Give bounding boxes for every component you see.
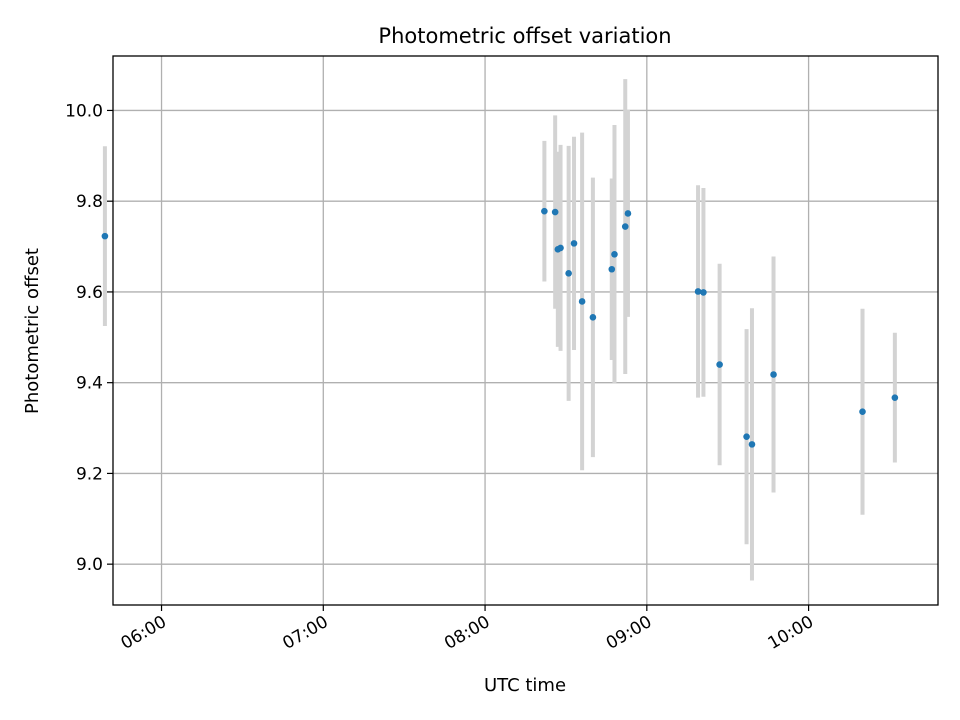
data-point: [743, 433, 750, 440]
y-tick-label: 9.8: [76, 192, 103, 212]
data-point: [624, 210, 632, 217]
data-point: [770, 371, 777, 378]
data-point: [551, 208, 559, 216]
data-point: [557, 244, 564, 252]
y-axis-label: Photometric offset: [22, 248, 43, 414]
data-point: [891, 394, 899, 401]
data-point: [700, 289, 707, 296]
data-point: [611, 250, 618, 258]
y-tick-label: 9.6: [76, 283, 103, 303]
data-point: [748, 441, 756, 448]
data-point: [608, 265, 616, 273]
data-point: [589, 314, 597, 321]
data-point: [570, 240, 578, 247]
chart-title: Photometric offset variation: [378, 24, 671, 48]
data-point: [578, 298, 586, 305]
data-point: [565, 270, 572, 277]
data-point: [694, 288, 702, 295]
plot-area-frame: [112, 55, 939, 606]
y-tick-label: 10.0: [65, 101, 103, 121]
y-axis-ticks: 9.0 9.2 9.4 9.6 9.8 10.0: [65, 101, 113, 575]
grid: [113, 56, 938, 605]
data-point: [541, 207, 548, 215]
y-tick-label: 9.4: [76, 374, 103, 394]
data-point: [716, 361, 723, 368]
data-point: [859, 408, 866, 416]
y-tick-label: 9.0: [76, 555, 103, 575]
data-points: [101, 207, 899, 448]
x-axis-label: UTC time: [484, 675, 566, 696]
data-point: [101, 232, 109, 240]
data-point: [621, 223, 629, 230]
y-tick-label: 9.2: [76, 464, 103, 484]
